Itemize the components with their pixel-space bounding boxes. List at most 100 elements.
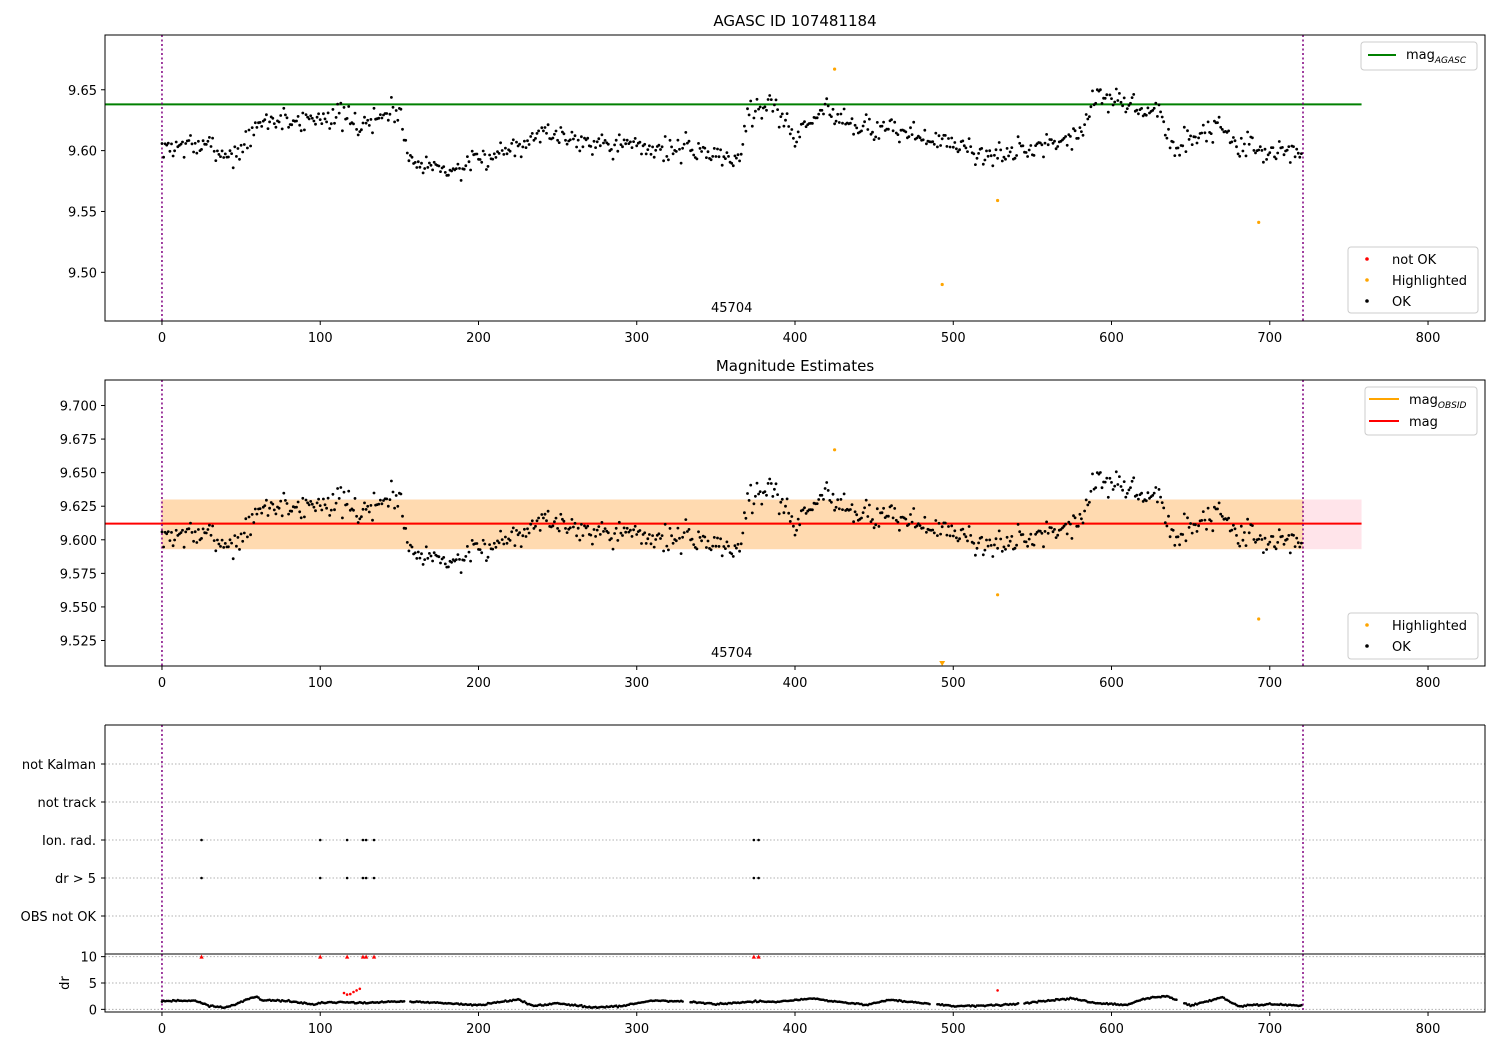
- ok-point: [766, 98, 770, 101]
- ok-point: [1176, 535, 1180, 539]
- ok-point: [624, 142, 628, 146]
- ok-point: [1260, 538, 1264, 541]
- ok-point: [1118, 92, 1121, 95]
- ok-point: [989, 544, 993, 547]
- ok-point: [492, 541, 496, 545]
- ok-point: [299, 516, 303, 520]
- ok-point: [782, 124, 786, 128]
- ok-point: [769, 482, 773, 485]
- ok-point: [364, 508, 368, 511]
- ok-point: [725, 540, 729, 544]
- ok-point: [894, 518, 898, 522]
- ok-point: [470, 539, 474, 542]
- ok-point: [1154, 486, 1158, 489]
- ok-point: [1239, 136, 1243, 140]
- ok-point: [504, 535, 507, 539]
- ok-point: [700, 150, 703, 153]
- ok-point: [649, 542, 653, 546]
- dr-point: [257, 996, 260, 999]
- ok-point: [850, 503, 854, 506]
- ok-point: [1292, 533, 1295, 537]
- ok-point: [972, 541, 976, 545]
- ok-point: [733, 154, 737, 158]
- legend-label: Highlighted: [1392, 274, 1467, 289]
- ok-point: [670, 145, 673, 149]
- ok-point: [315, 501, 319, 505]
- ok-point: [1273, 155, 1276, 159]
- ok-point: [687, 139, 691, 143]
- ok-point: [951, 145, 955, 149]
- ok-point: [777, 512, 781, 516]
- ok-point: [429, 554, 433, 558]
- ok-point: [174, 140, 178, 144]
- x-tick-label: 500: [941, 331, 966, 346]
- ok-point: [309, 114, 313, 118]
- ok-point: [1124, 110, 1128, 114]
- ok-point: [467, 550, 471, 554]
- ok-point: [1114, 87, 1118, 91]
- chart-title: AGASC ID 107481184: [713, 12, 876, 30]
- ok-point: [1100, 486, 1104, 490]
- ok-point: [1181, 533, 1185, 536]
- ok-point: [953, 529, 957, 533]
- ok-point: [543, 126, 547, 129]
- ok-point: [1013, 156, 1017, 160]
- ok-point: [323, 503, 327, 507]
- ok-point: [861, 511, 865, 514]
- ok-point: [1129, 486, 1132, 489]
- ok-point: [559, 512, 563, 516]
- ok-point: [241, 150, 245, 154]
- ok-point: [1298, 545, 1302, 549]
- ok-point: [815, 116, 819, 120]
- ok-point: [967, 525, 971, 528]
- ok-point: [328, 514, 332, 517]
- ok-point: [1122, 96, 1126, 100]
- ok-point: [246, 146, 249, 150]
- obsid-label: 45704: [711, 301, 752, 316]
- ok-point: [714, 544, 718, 548]
- ok-point: [565, 531, 569, 534]
- ok-point: [811, 508, 814, 512]
- ok-point: [1205, 527, 1208, 531]
- ok-point: [483, 542, 487, 546]
- ok-point: [595, 140, 599, 144]
- ok-point: [665, 544, 669, 548]
- ok-point: [470, 149, 474, 153]
- flag-point: [200, 838, 203, 842]
- ok-point: [1144, 499, 1148, 503]
- ok-point: [731, 164, 735, 168]
- ok-point: [663, 135, 667, 138]
- ok-point: [250, 126, 254, 129]
- highlighted-point: [996, 593, 1000, 597]
- ok-point: [1081, 521, 1085, 525]
- ok-point: [171, 154, 175, 158]
- ok-point: [250, 513, 254, 516]
- ok-point: [1106, 495, 1110, 499]
- ok-point: [1076, 136, 1080, 140]
- ok-point: [877, 525, 881, 528]
- ok-point: [415, 166, 419, 169]
- ok-point: [760, 502, 764, 506]
- ok-point: [409, 154, 412, 157]
- ok-point: [458, 167, 461, 170]
- ok-point: [1235, 145, 1238, 149]
- ok-point: [432, 551, 436, 555]
- ok-point: [363, 115, 366, 119]
- ok-point: [562, 132, 566, 136]
- ok-point: [1018, 530, 1022, 534]
- ok-point: [1247, 142, 1251, 146]
- ok-point: [367, 124, 371, 127]
- ok-point: [657, 532, 661, 536]
- ok-point: [790, 515, 794, 518]
- ok-point: [1197, 136, 1200, 140]
- ok-point: [367, 510, 371, 514]
- ok-point: [535, 519, 539, 523]
- ok-point: [405, 151, 409, 155]
- ok-point: [798, 135, 802, 139]
- ok-point: [1287, 534, 1291, 537]
- ok-point: [863, 506, 866, 510]
- ok-point: [974, 553, 977, 557]
- ok-point: [606, 531, 610, 535]
- ok-point: [1194, 523, 1197, 527]
- ok-point: [724, 157, 727, 161]
